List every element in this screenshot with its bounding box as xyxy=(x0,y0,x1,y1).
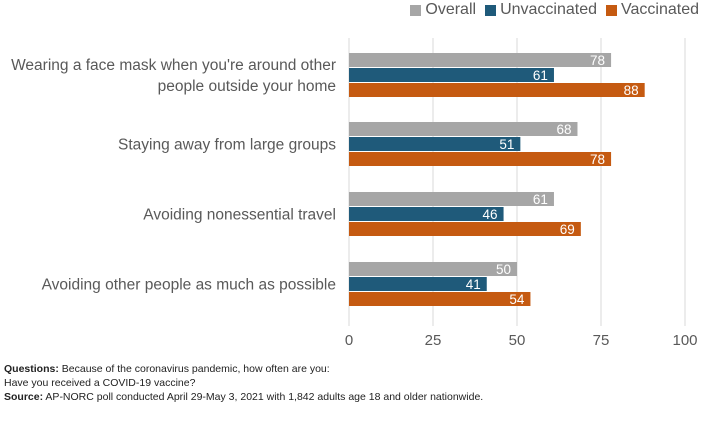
bar-vaccinated xyxy=(349,152,612,166)
legend-item: Vaccinated xyxy=(606,1,699,19)
category-label: people outside your home xyxy=(158,78,336,95)
x-tick-label: 100 xyxy=(672,332,697,349)
x-tick-label: 25 xyxy=(425,332,442,349)
legend-label: Vaccinated xyxy=(621,1,699,18)
chart-notes: Questions: Because of the coronavirus pa… xyxy=(4,362,483,404)
source-text: AP-NORC poll conducted April 29-May 3, 2… xyxy=(43,391,484,403)
bar-overall xyxy=(349,262,517,276)
legend-swatch xyxy=(410,4,422,16)
bar-vaccinated xyxy=(349,83,645,97)
category-label: Avoiding nonessential travel xyxy=(143,207,336,224)
legend-swatch xyxy=(606,4,618,16)
data-label: 51 xyxy=(499,137,514,152)
category-label: Wearing a face mask when you're around o… xyxy=(11,57,336,74)
x-tick-label: 75 xyxy=(593,332,610,349)
bar-overall xyxy=(349,122,578,136)
bar-unvaccinated xyxy=(349,137,521,151)
chart-legend: Overall Unvaccinated Vaccinated xyxy=(401,0,699,20)
legend-item: Unvaccinated xyxy=(485,1,597,19)
legend-item: Overall xyxy=(410,1,476,19)
bar-overall xyxy=(349,192,554,206)
bar-unvaccinated xyxy=(349,277,487,291)
bar-chart: 0 25 50 75 100 Wearing a face mask when you'r… xyxy=(11,38,698,349)
questions-line-2: Have you received a COVID-19 vaccine? xyxy=(4,377,196,389)
category-label: Staying away from large groups xyxy=(118,137,336,154)
source-label: Source: xyxy=(4,391,44,403)
questions-label: Questions: xyxy=(4,363,59,375)
data-label: 78 xyxy=(590,53,605,68)
data-label: 68 xyxy=(556,122,571,137)
data-label: 46 xyxy=(483,207,498,222)
legend-label: Overall xyxy=(425,1,477,18)
legend-label: Unvaccinated xyxy=(500,1,598,18)
x-tick-label: 50 xyxy=(509,332,526,349)
bar-vaccinated xyxy=(349,292,531,306)
bar-vaccinated xyxy=(349,222,581,236)
data-label: 41 xyxy=(466,277,481,292)
data-label: 69 xyxy=(560,222,575,237)
data-label: 54 xyxy=(509,292,525,307)
category-label: Avoiding other people as much as possibl… xyxy=(42,277,336,294)
data-label: 50 xyxy=(496,262,511,277)
bar-unvaccinated xyxy=(349,207,504,221)
legend-swatch xyxy=(485,4,497,16)
bar-overall xyxy=(349,53,612,67)
data-label: 61 xyxy=(533,68,548,83)
questions-text: Because of the coronavirus pandemic, how… xyxy=(58,363,330,375)
questions-line-1: Questions: Because of the coronavirus pa… xyxy=(4,362,483,376)
data-label: 78 xyxy=(590,152,605,167)
bar-unvaccinated xyxy=(349,68,554,82)
x-tick-label: 0 xyxy=(345,332,353,349)
data-label: 88 xyxy=(624,83,639,98)
data-label: 61 xyxy=(533,192,548,207)
source-line: Source: AP-NORC poll conducted April 29-… xyxy=(4,390,483,404)
